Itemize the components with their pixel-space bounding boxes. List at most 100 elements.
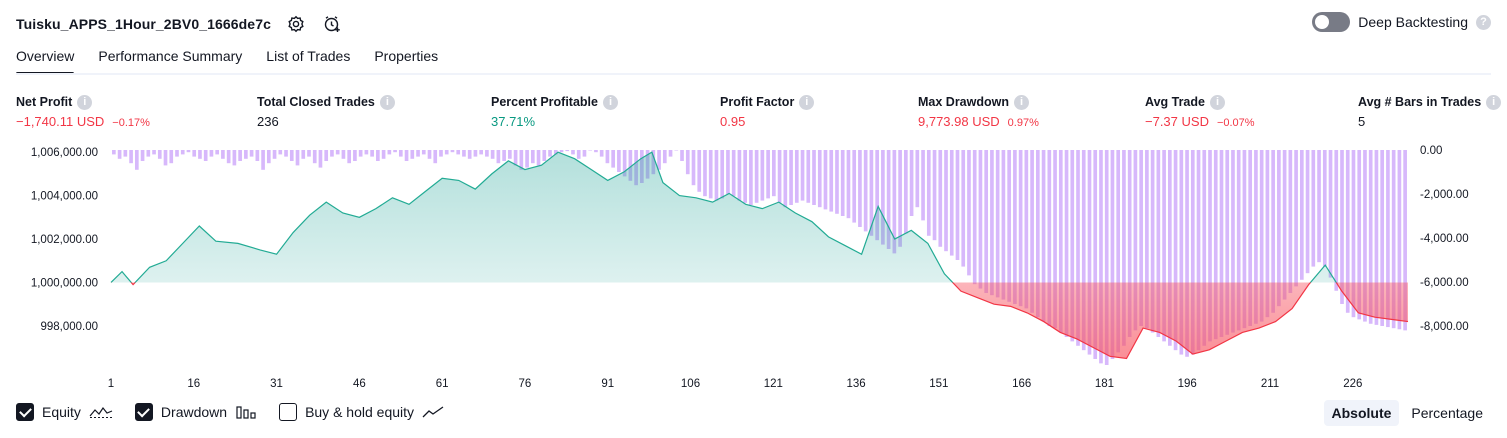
equity-line-below	[111, 282, 1409, 360]
drawdown-bar	[278, 150, 283, 155]
equity-toggle[interactable]: Equity	[16, 403, 113, 421]
equity-legend-label: Equity	[42, 404, 81, 420]
right-axis-tick: -4,000.00	[1420, 233, 1469, 245]
drawdown-bar	[789, 150, 793, 205]
drawdown-bar	[427, 150, 432, 159]
drawdown-bar	[800, 150, 805, 201]
percentage-button[interactable]: Percentage	[1411, 405, 1483, 421]
equity-line-above	[110, 151, 1337, 283]
drawdown-bar	[175, 150, 179, 157]
drawdown-bar	[1139, 150, 1143, 326]
drawdown-bar	[272, 150, 277, 159]
tab-properties[interactable]: Properties	[374, 48, 439, 64]
drawdown-bar	[674, 150, 679, 151]
absolute-button[interactable]: Absolute	[1323, 400, 1400, 426]
drawdown-bar	[1196, 150, 1201, 351]
metric-net-profit: Net Profit i −1,740.11 USD −0.17%	[16, 94, 150, 129]
deep-backtesting-toggle[interactable]	[1312, 12, 1351, 32]
equity-checkbox[interactable]	[16, 403, 34, 421]
drawdown-toggle[interactable]: Drawdown	[134, 403, 257, 421]
buyhold-checkbox[interactable]	[279, 403, 298, 421]
info-icon[interactable]: i	[1014, 94, 1029, 110]
drawdown-bar	[1036, 150, 1040, 318]
drawdown-bar	[221, 150, 225, 159]
drawdown-bar	[502, 150, 506, 161]
drawdown-bar	[341, 150, 346, 159]
right-axis-tick: -6,000.00	[1420, 277, 1469, 289]
metric-value: −1,740.11 USD	[16, 114, 105, 129]
info-icon[interactable]: i	[602, 94, 618, 110]
help-icon[interactable]: ?	[1476, 14, 1491, 30]
drawdown-bar	[731, 150, 736, 197]
drawdown-bar	[146, 150, 151, 157]
info-icon[interactable]: i	[799, 94, 815, 110]
info-icon[interactable]: i	[1209, 94, 1225, 110]
drawdown-bar	[284, 150, 288, 157]
drawdown-bar	[1231, 150, 1235, 333]
equity-drawdown-chart[interactable]: 1,006,000.00 1,004,000.00 1,002,000.00 1,00…	[0, 138, 1507, 396]
drawdown-bar	[1156, 150, 1161, 337]
drawdown-bar	[301, 150, 306, 159]
drawdown-bar	[743, 150, 747, 203]
drawdown-bar	[812, 150, 816, 205]
drawdown-bar	[496, 150, 501, 164]
drawdown-bar	[869, 150, 874, 236]
drawdown-bar	[955, 150, 960, 260]
drawdown-bar	[1248, 150, 1253, 326]
drawdown-bar	[691, 150, 696, 186]
drawdown-bar	[766, 150, 770, 199]
drawdown-bar	[416, 150, 420, 157]
buyhold-toggle[interactable]: Buy & hold equity	[279, 403, 444, 421]
tab-overview[interactable]: Overview	[16, 48, 75, 75]
x-axis-tick: 151	[929, 378, 948, 390]
drawdown-bar	[1288, 150, 1293, 293]
drawdown-bar	[307, 150, 311, 157]
drawdown-bar	[863, 150, 868, 232]
metric-avg-trade: Avg Trade i −7.37 USD −0.07%	[1145, 94, 1255, 129]
drawdown-bar	[1122, 150, 1126, 346]
drawdown-bar	[1081, 150, 1086, 351]
drawdown-bar	[1053, 150, 1057, 329]
drawdown-bar	[1368, 150, 1373, 324]
metric-percent: 0.97%	[1007, 117, 1039, 129]
info-icon[interactable]: i	[379, 94, 395, 110]
add-alert-clock-icon[interactable]	[321, 13, 343, 35]
drawdown-bar	[1099, 150, 1103, 364]
drawdown-bar	[972, 150, 977, 285]
drawdown-bar	[209, 150, 214, 157]
buyhold-legend-label: Buy & hold equity	[305, 404, 415, 420]
info-icon[interactable]: i	[1486, 94, 1502, 110]
drawdown-bar	[1116, 150, 1121, 353]
tab-performance-summary[interactable]: Performance Summary	[98, 48, 243, 64]
drawdown-bar	[1007, 150, 1011, 302]
drawdown-bar	[353, 150, 357, 161]
drawdown-bar	[829, 150, 834, 212]
drawdown-bar	[881, 150, 885, 245]
drawdown-bar	[749, 150, 753, 205]
tab-list-of-trades[interactable]: List of Trades	[266, 48, 351, 64]
drawdown-bar	[978, 150, 983, 289]
tabs-divider	[16, 73, 1491, 75]
drawdown-bar	[112, 150, 116, 155]
drawdown-bar	[1058, 150, 1063, 333]
drawdown-bars-icon	[236, 406, 256, 419]
right-axis-tick: -8,000.00	[1420, 321, 1469, 333]
drawdown-bar	[479, 150, 483, 155]
x-axis-tick: 1	[108, 378, 114, 390]
drawdown-bar	[1047, 150, 1052, 326]
drawdown-bar	[760, 150, 765, 201]
drawdown-bar	[949, 150, 954, 256]
drawdown-bar	[513, 150, 518, 166]
drawdown-bar	[387, 150, 392, 155]
drawdown-bar	[358, 150, 363, 157]
left-axis-tick: 998,000.00	[40, 321, 98, 333]
drawdown-bar	[1219, 150, 1224, 337]
drawdown-bar	[605, 150, 610, 164]
info-icon[interactable]: i	[77, 94, 93, 110]
drawdown-bar	[473, 150, 478, 157]
settings-gear-icon[interactable]	[285, 13, 307, 35]
metric-profit-factor: Profit Factor i 0.95	[720, 94, 815, 129]
metric-value: 236	[257, 114, 279, 129]
left-axis-tick: 1,004,000.00	[31, 191, 98, 203]
drawdown-checkbox[interactable]	[134, 403, 153, 421]
